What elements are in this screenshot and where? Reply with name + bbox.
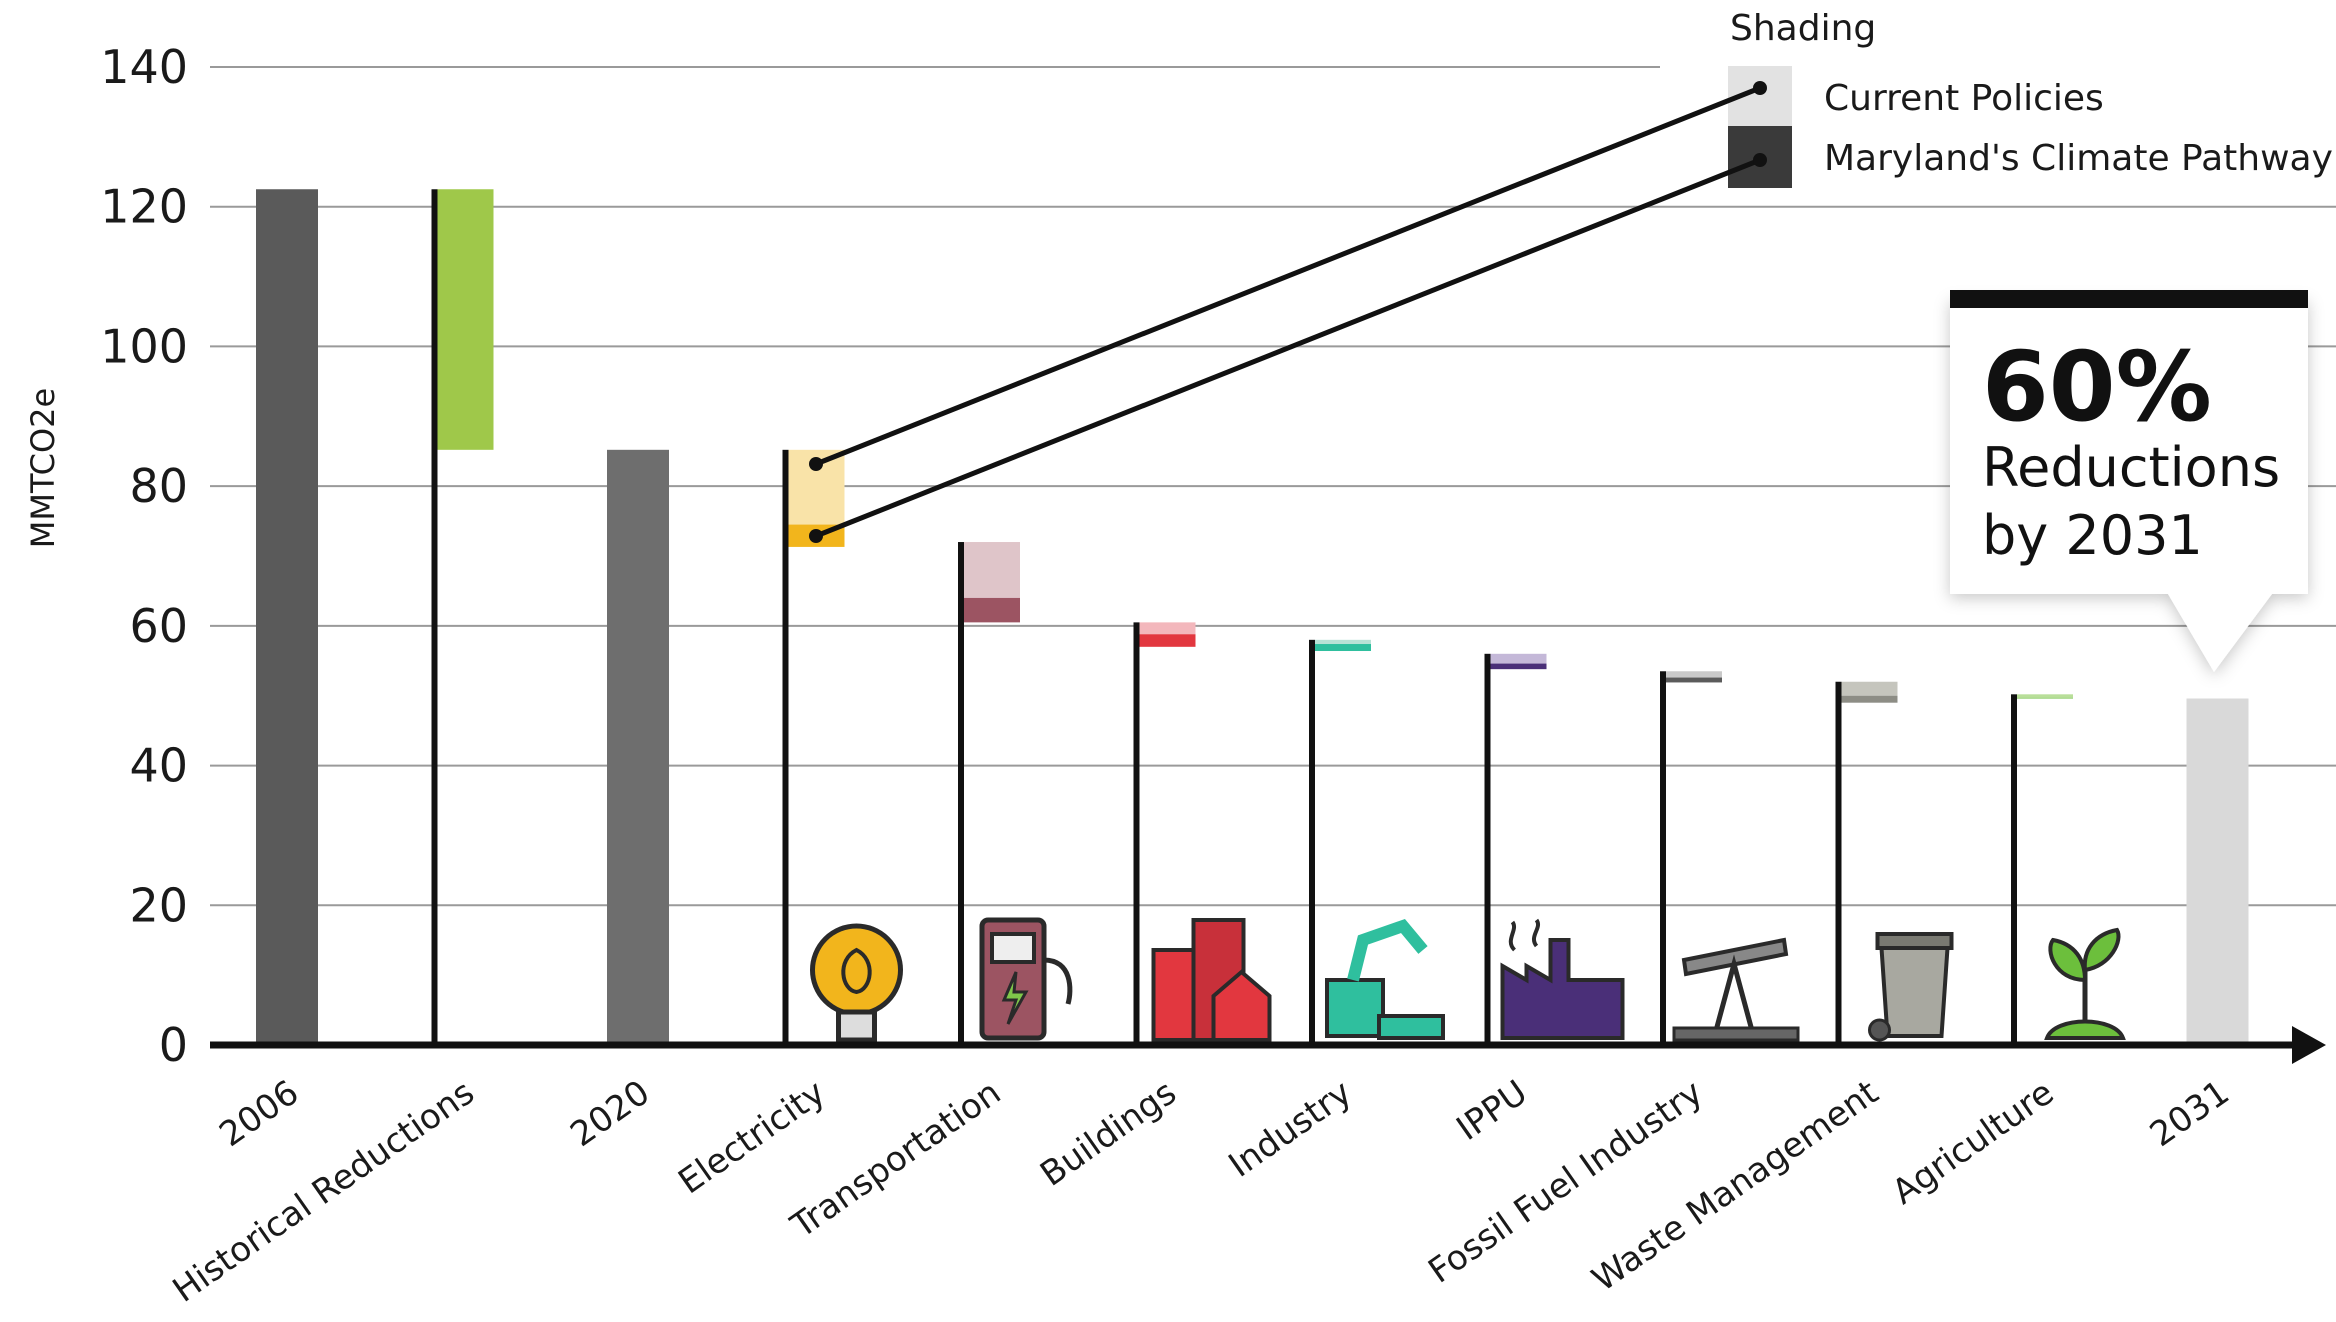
factory-icon: [1500, 918, 1625, 1040]
building-left: [1151, 948, 1200, 1042]
buildings-icon: [1151, 918, 1272, 1042]
bars: [256, 189, 2249, 1045]
leaf-left: [2048, 937, 2088, 983]
pump-base: [1672, 1026, 1800, 1042]
y-tick-label: 60: [129, 599, 188, 653]
bar-pathway: [1315, 644, 1371, 652]
x-tick-label: Waste Management: [1585, 1073, 1886, 1300]
legend-title: Shading: [1730, 8, 1876, 49]
smoke: [1508, 918, 1540, 952]
y-tick-label: 140: [100, 40, 188, 94]
legend-leader-pathway: [815, 157, 1761, 539]
callout-line-2: by 2031: [1982, 504, 2203, 567]
factory-body: [1500, 938, 1625, 1040]
bar-pathway: [1841, 695, 1898, 703]
x-tick-label: Buildings: [1033, 1073, 1183, 1195]
x-tick-label: Agriculture: [1885, 1073, 2061, 1213]
robot-base: [1325, 978, 1385, 1038]
oil-pump-icon: [1672, 937, 1800, 1042]
charger-screen: [990, 932, 1036, 964]
plant-icon: [2044, 927, 2126, 1040]
bin-wheel: [1868, 1018, 1891, 1042]
bar-pole: [2011, 694, 2017, 1045]
x-axis-arrow: [2292, 1026, 2326, 1064]
bin-body: [1879, 946, 1950, 1038]
pump-beam: [1681, 937, 1789, 977]
house: [1211, 969, 1272, 1042]
robot-arm: [1347, 918, 1428, 982]
cable: [1043, 957, 1073, 1005]
bar-pathway: [964, 597, 1020, 623]
bar-current-policies: [964, 542, 1020, 598]
bar-pole: [782, 449, 789, 1045]
legend-leader-dot: [809, 529, 823, 543]
bar-pole: [1133, 622, 1140, 1045]
bar-current-policies: [1490, 653, 1547, 664]
legend-label-current-policies: Current Policies: [1824, 78, 2104, 119]
bar-current-policies: [1666, 671, 1722, 678]
bar-pathway: [1490, 663, 1547, 670]
lightbulb-icon: [810, 923, 903, 1043]
bulb-glass: [810, 923, 903, 1017]
y-tick-label: 100: [100, 319, 188, 373]
bar-total: [256, 189, 318, 1045]
robot-arm-icon: [1325, 918, 1445, 1040]
callout-top-bar: [1950, 290, 2308, 308]
legend-label-pathway: Maryland's Climate Pathway: [1824, 138, 2333, 179]
conveyor: [1377, 1014, 1445, 1040]
bar-reduction: [437, 189, 494, 450]
bar-pole: [1484, 653, 1491, 1045]
bar-pathway: [2017, 697, 2073, 699]
legend-leader-dot: [809, 457, 823, 471]
bar-pathway: [1666, 677, 1722, 683]
y-axis-label: MMTCO2e: [24, 388, 62, 548]
x-tick-label: Industry: [1222, 1073, 1360, 1186]
y-tick-label: 40: [129, 739, 188, 793]
bar-current-policies: [2017, 694, 2073, 698]
sector-icons: [810, 917, 2126, 1043]
legend-leader-dot: [1753, 81, 1767, 95]
x-tick-label: 2020: [563, 1073, 657, 1155]
legend-leader-current-policies: [815, 85, 1761, 467]
x-tick-label: IPPU: [1450, 1073, 1535, 1149]
trash-can-icon: [1868, 932, 1954, 1042]
callout-box: 60% Reductions by 2031: [1950, 290, 2308, 672]
y-tick-label: 0: [159, 1018, 188, 1072]
callout-percent: 60%: [1982, 331, 2212, 443]
bar-pole: [1309, 639, 1315, 1045]
y-axis-ticks: 0 20 40 60 80 100 120 140: [100, 40, 188, 1072]
callout-shape: [1950, 298, 2308, 672]
x-tick-label: 2031: [2143, 1073, 2237, 1155]
bar-current-policies: [1315, 639, 1371, 645]
leaf: [841, 947, 872, 995]
bar-total: [607, 449, 669, 1045]
ev-charger-icon: [979, 917, 1073, 1041]
bin-lid: [1875, 932, 1954, 950]
y-tick-label: 20: [129, 878, 188, 932]
bolt: [1001, 971, 1029, 1025]
x-tick-label: Electricity: [671, 1073, 832, 1203]
bar-pole: [1660, 671, 1666, 1045]
bulb-base: [836, 1009, 877, 1043]
y-tick-label: 120: [100, 180, 188, 234]
bar-current-policies: [1139, 622, 1196, 635]
x-tick-label: 2006: [212, 1073, 306, 1155]
bar-pole: [1835, 681, 1842, 1045]
callout-line-1: Reductions: [1982, 436, 2280, 499]
legend-leader-dot: [1753, 153, 1767, 167]
bar-pathway: [1139, 634, 1196, 647]
bar-total: [2186, 698, 2249, 1045]
gridlines: [210, 66, 2336, 907]
x-tick-label: Historical Reductions: [166, 1073, 482, 1311]
bar-pole: [431, 189, 438, 1045]
leaf-right: [2082, 927, 2121, 973]
bar-pole: [958, 542, 964, 1045]
x-axis: [210, 1026, 2326, 1064]
bar-current-policies: [1841, 681, 1898, 696]
soil: [2044, 1019, 2126, 1040]
legend: Shading Current Policies Maryland's Clim…: [809, 8, 2333, 543]
y-tick-label: 80: [129, 459, 188, 513]
